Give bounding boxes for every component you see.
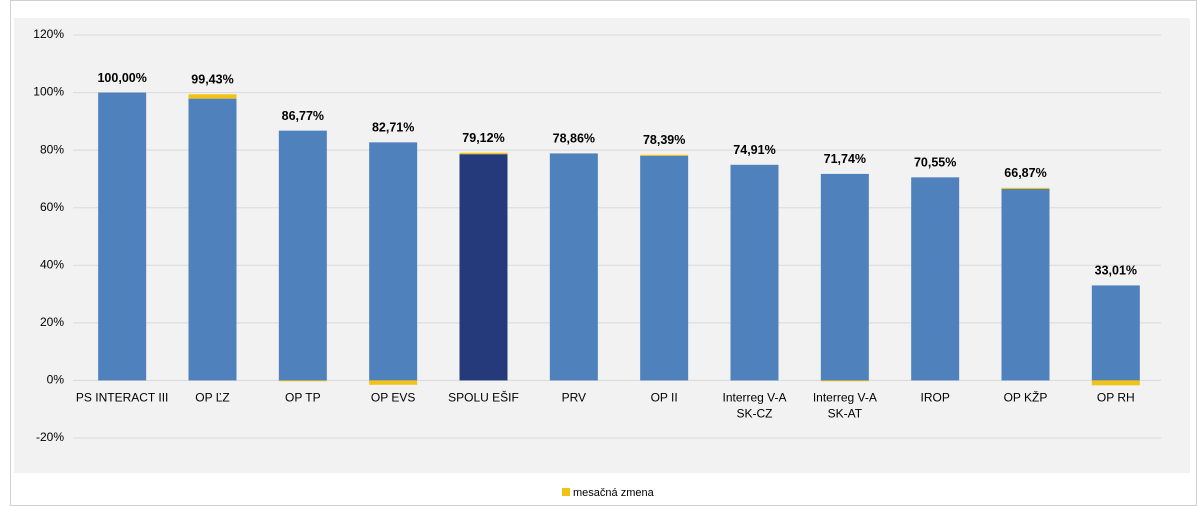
value-label: 66,87% xyxy=(1004,166,1046,180)
x-tick-label: OP II xyxy=(651,391,678,405)
bar xyxy=(459,154,508,381)
y-tick-label: 120% xyxy=(33,27,64,41)
x-tick-label: PRV xyxy=(562,391,586,405)
x-tick-label: OP RH xyxy=(1097,391,1135,405)
x-tick-label: PS INTERACT III xyxy=(76,391,168,405)
y-tick-label: 40% xyxy=(40,257,64,271)
change-segment xyxy=(278,380,327,382)
x-tick-label: Interreg V-A SK-AT xyxy=(813,391,877,421)
value-label: 78,39% xyxy=(643,133,685,147)
y-tick-label: 0% xyxy=(47,373,65,387)
value-label: 86,77% xyxy=(282,109,324,123)
change-segment xyxy=(459,152,508,155)
x-tick-label: OP EVS xyxy=(371,391,415,405)
x-tick-label: OP KŽP xyxy=(1004,390,1048,405)
change-segment xyxy=(1001,187,1050,190)
bar xyxy=(911,177,960,381)
value-label: 70,55% xyxy=(914,156,956,170)
value-label: 99,43% xyxy=(191,73,233,87)
change-segment xyxy=(188,94,237,99)
value-label: 78,86% xyxy=(553,132,595,146)
value-label: 100,00% xyxy=(97,71,146,85)
value-label: 79,12% xyxy=(462,131,504,145)
x-tick-label: SPOLU EŠIF xyxy=(448,390,519,405)
bar xyxy=(730,164,779,381)
change-segment xyxy=(1091,380,1140,386)
x-tick-label: OP TP xyxy=(285,391,321,405)
bar xyxy=(98,92,147,381)
bar xyxy=(549,153,598,381)
y-tick-label: -20% xyxy=(36,430,64,444)
value-label: 33,01% xyxy=(1095,264,1137,278)
value-label: 71,74% xyxy=(824,152,866,166)
bar xyxy=(640,155,689,381)
value-label: 82,71% xyxy=(372,121,414,135)
value-label: 74,91% xyxy=(733,143,775,157)
bar xyxy=(1001,189,1050,381)
bar xyxy=(278,130,327,381)
change-segment xyxy=(369,380,418,385)
y-tick-label: 60% xyxy=(40,200,64,214)
bar xyxy=(1091,285,1140,381)
legend-label: mesačná zmena xyxy=(573,487,655,499)
change-segment xyxy=(640,154,689,156)
bar xyxy=(188,98,237,381)
bar xyxy=(369,142,418,381)
y-tick-label: 20% xyxy=(40,315,64,329)
x-tick-label: OP ĽZ xyxy=(195,391,229,405)
y-tick-label: 80% xyxy=(40,142,64,156)
y-tick-label: 100% xyxy=(33,85,64,99)
legend-swatch xyxy=(562,488,570,496)
x-tick-label: IROP xyxy=(920,391,949,405)
bar xyxy=(820,173,869,381)
x-tick-label: Interreg V-A SK-CZ xyxy=(722,391,786,421)
change-segment xyxy=(820,380,869,382)
